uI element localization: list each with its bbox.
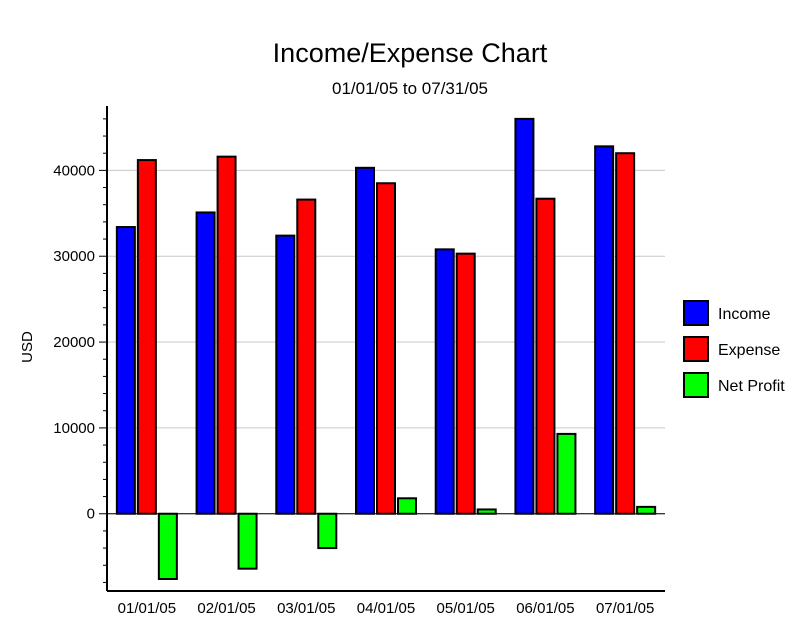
legend-swatch bbox=[683, 336, 709, 362]
bar-income bbox=[195, 211, 216, 515]
chart-subtitle: 01/01/05 to 07/31/05 bbox=[332, 79, 488, 98]
y-axis-label: USD bbox=[19, 331, 36, 363]
legend-swatch bbox=[683, 372, 709, 398]
y-tick-labels: 0 10000 20000 30000 40000 bbox=[53, 162, 95, 522]
bar-income bbox=[355, 166, 375, 515]
bar-net-profit bbox=[397, 497, 417, 515]
x-tick-label: 03/01/05 bbox=[277, 600, 335, 617]
bar-net-profit bbox=[476, 508, 497, 515]
x-tick-label: 05/01/05 bbox=[437, 600, 495, 617]
legend-label: Expense bbox=[718, 342, 780, 359]
x-tick-labels: 01/01/05 02/01/05 03/01/05 04/01/05 05/01/05… bbox=[118, 600, 655, 617]
bars bbox=[115, 117, 657, 580]
bar-expense bbox=[296, 198, 317, 515]
bar-income bbox=[434, 248, 455, 515]
y-tick-label: 30000 bbox=[53, 248, 95, 265]
bar-expense bbox=[615, 152, 636, 515]
bar-net-profit bbox=[237, 512, 258, 570]
bar-expense bbox=[376, 182, 396, 515]
y-tick-label: 0 bbox=[87, 506, 95, 523]
legend-label: Net Profit bbox=[718, 378, 785, 395]
bar-net-profit bbox=[157, 512, 178, 580]
bar-income bbox=[594, 145, 615, 515]
bar-income bbox=[514, 117, 535, 515]
y-tick-label: 20000 bbox=[53, 334, 95, 351]
bar-expense bbox=[455, 252, 476, 515]
chart-title: Income/Expense Chart bbox=[273, 38, 548, 68]
x-tick-label: 07/01/05 bbox=[596, 600, 654, 617]
bar-income bbox=[115, 226, 136, 515]
x-tick-label: 01/01/05 bbox=[118, 600, 176, 617]
legend-label: Income bbox=[718, 306, 771, 323]
bar-income bbox=[275, 234, 296, 515]
legend: Income Expense Net Profit bbox=[683, 300, 785, 398]
y-tick-label: 10000 bbox=[53, 420, 95, 437]
axes bbox=[99, 106, 665, 592]
y-tick-label: 40000 bbox=[53, 162, 95, 179]
bar-expense bbox=[535, 197, 556, 515]
bar-net-profit bbox=[636, 505, 657, 515]
bar-net-profit bbox=[556, 432, 577, 515]
bar-net-profit bbox=[317, 512, 338, 550]
bar-expense bbox=[216, 155, 237, 515]
x-tick-label: 02/01/05 bbox=[197, 600, 255, 617]
bar-expense bbox=[136, 159, 157, 515]
x-tick-label: 04/01/05 bbox=[357, 600, 415, 617]
x-tick-label: 06/01/05 bbox=[516, 600, 574, 617]
legend-swatch bbox=[683, 300, 709, 326]
